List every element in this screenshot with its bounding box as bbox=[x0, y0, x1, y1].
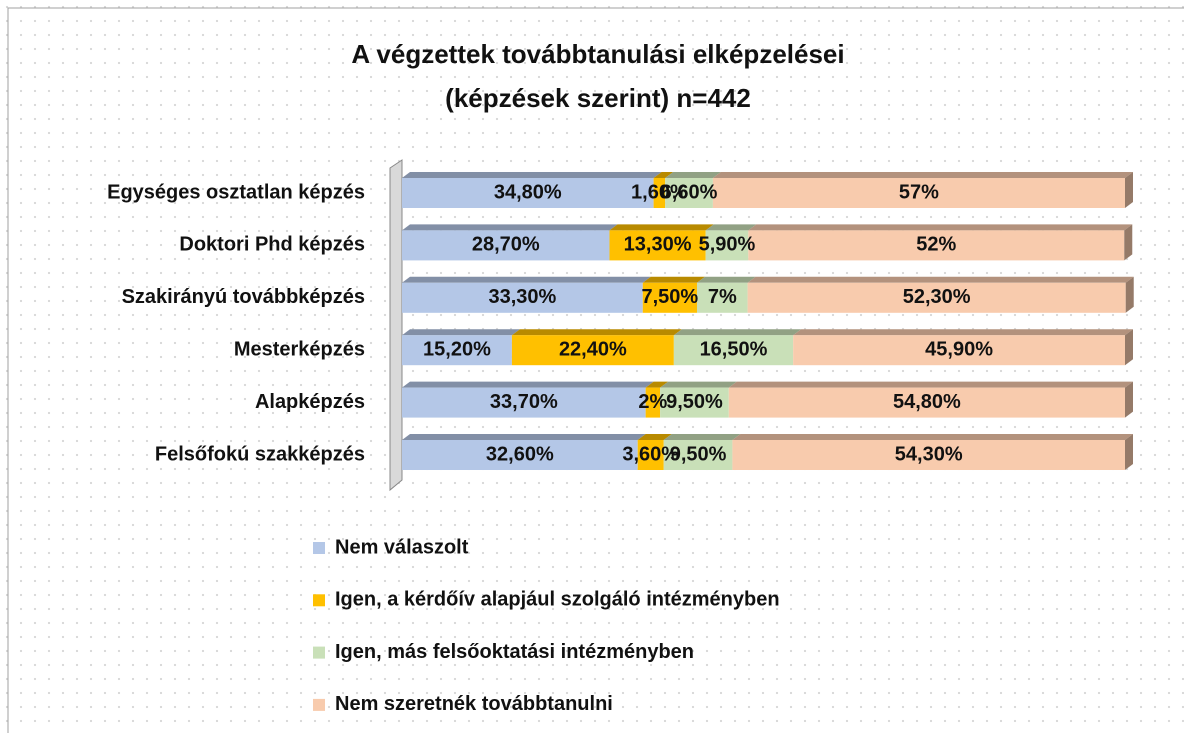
bar-top-face bbox=[673, 329, 802, 336]
data-label: 5,90% bbox=[699, 234, 756, 256]
category-label: Mesterképzés bbox=[234, 338, 365, 360]
chart-border bbox=[7, 7, 1184, 733]
legend-label: Igen, más felsőoktatási intézményben bbox=[335, 641, 694, 663]
legend-label: Nem szeretnék továbbtanulni bbox=[335, 693, 613, 715]
data-label: 22,40% bbox=[559, 338, 627, 360]
bar-segment bbox=[402, 440, 638, 470]
data-label: 9,50% bbox=[666, 391, 723, 413]
bar-top-face bbox=[712, 172, 1133, 178]
bar-segment bbox=[728, 387, 1125, 418]
bar-top-face bbox=[609, 224, 714, 231]
bar-segment bbox=[665, 178, 713, 208]
bar-top-face bbox=[665, 172, 721, 178]
bar-segment bbox=[747, 282, 1126, 313]
data-label: 28,70% bbox=[472, 234, 540, 256]
bar-top-face bbox=[663, 434, 741, 440]
bar-segment bbox=[402, 387, 646, 418]
bar-segment bbox=[637, 440, 664, 470]
data-label: 52% bbox=[916, 234, 956, 256]
bar-segment bbox=[402, 335, 512, 366]
data-label: 3,60% bbox=[622, 443, 679, 465]
bar-side-face bbox=[1124, 224, 1133, 261]
bar-side-face bbox=[1125, 434, 1133, 470]
bar-top-face bbox=[732, 434, 1133, 440]
legend-swatch bbox=[313, 646, 325, 659]
bar-segment bbox=[645, 387, 661, 418]
bar-segment bbox=[705, 230, 749, 261]
category-label: Egységes osztatlan képzés bbox=[107, 181, 365, 203]
data-label: 57% bbox=[899, 181, 939, 203]
bar-top-face bbox=[660, 381, 737, 388]
category-label: Doktori Phd képzés bbox=[179, 234, 365, 256]
bar-segment bbox=[660, 387, 729, 418]
legend-label: Nem válaszolt bbox=[335, 536, 469, 558]
bar-segment bbox=[609, 230, 706, 261]
bar-segment bbox=[402, 230, 610, 261]
bar-segment bbox=[663, 440, 733, 470]
data-label: 15,20% bbox=[423, 338, 491, 360]
bar-top-face bbox=[748, 224, 1133, 231]
bar-segment bbox=[402, 282, 643, 313]
bar-segment bbox=[732, 440, 1125, 470]
data-label: 7% bbox=[708, 286, 737, 308]
bar-side-face bbox=[1125, 276, 1134, 313]
data-label: 54,30% bbox=[895, 443, 963, 465]
category-label: Alapképzés bbox=[255, 391, 365, 413]
bar-segment bbox=[748, 230, 1125, 261]
data-label: 6,60% bbox=[661, 181, 718, 203]
bar-top-face bbox=[793, 329, 1133, 336]
bar-side-face bbox=[1125, 172, 1133, 208]
bar-top-face bbox=[642, 276, 705, 283]
bar-segment bbox=[653, 178, 666, 208]
bar-top-face bbox=[728, 381, 1133, 388]
bar-top-face bbox=[696, 276, 756, 283]
bar-side-face bbox=[1125, 381, 1133, 418]
axis-wall bbox=[389, 159, 403, 492]
bar-segment bbox=[642, 282, 697, 313]
legend-swatch bbox=[313, 594, 325, 607]
bar-top-face bbox=[402, 434, 646, 440]
category-label: Felsőfokú szakképzés bbox=[155, 443, 365, 465]
data-label: 2% bbox=[638, 391, 667, 413]
data-label: 52,30% bbox=[903, 286, 971, 308]
bar-top-face bbox=[402, 172, 662, 178]
bar-top-face bbox=[637, 434, 672, 440]
data-label: 33,30% bbox=[488, 286, 556, 308]
data-label: 16,50% bbox=[700, 338, 768, 360]
legend-swatch bbox=[313, 698, 325, 711]
data-label: 32,60% bbox=[486, 443, 554, 465]
data-label: 45,90% bbox=[925, 338, 993, 360]
bar-segment bbox=[696, 282, 748, 313]
bar-top-face bbox=[402, 329, 520, 336]
chart-title: A végzettek továbbtanulási elképzelései bbox=[351, 39, 844, 69]
data-label: 1,60% bbox=[631, 181, 688, 203]
bar-segment bbox=[793, 335, 1125, 366]
bar-top-face bbox=[653, 172, 674, 178]
bar-top-face bbox=[511, 329, 682, 336]
bar-segment bbox=[712, 178, 1125, 208]
bar-top-face bbox=[402, 381, 654, 388]
bar-top-face bbox=[402, 276, 651, 283]
bar-top-face bbox=[645, 381, 669, 388]
bar-top-face bbox=[747, 276, 1134, 283]
category-label: Szakirányú továbbképzés bbox=[122, 286, 365, 308]
bar-segment bbox=[402, 178, 654, 208]
bar-top-face bbox=[705, 224, 757, 231]
data-label: 54,80% bbox=[893, 391, 961, 413]
bar-side-face bbox=[1125, 329, 1133, 366]
data-label: 9,50% bbox=[670, 443, 727, 465]
legend-label: Igen, a kérdőív alapjául szolgáló intézm… bbox=[335, 589, 780, 611]
data-label: 33,70% bbox=[490, 391, 558, 413]
legend-swatch bbox=[313, 542, 325, 554]
chart-title: (képzések szerint) n=442 bbox=[445, 83, 751, 113]
data-label: 7,50% bbox=[642, 286, 699, 308]
data-label: 13,30% bbox=[624, 234, 692, 256]
bar-top-face bbox=[402, 224, 618, 231]
bar-segment bbox=[673, 335, 794, 366]
data-label: 34,80% bbox=[494, 181, 562, 203]
bar-segment bbox=[511, 335, 674, 366]
